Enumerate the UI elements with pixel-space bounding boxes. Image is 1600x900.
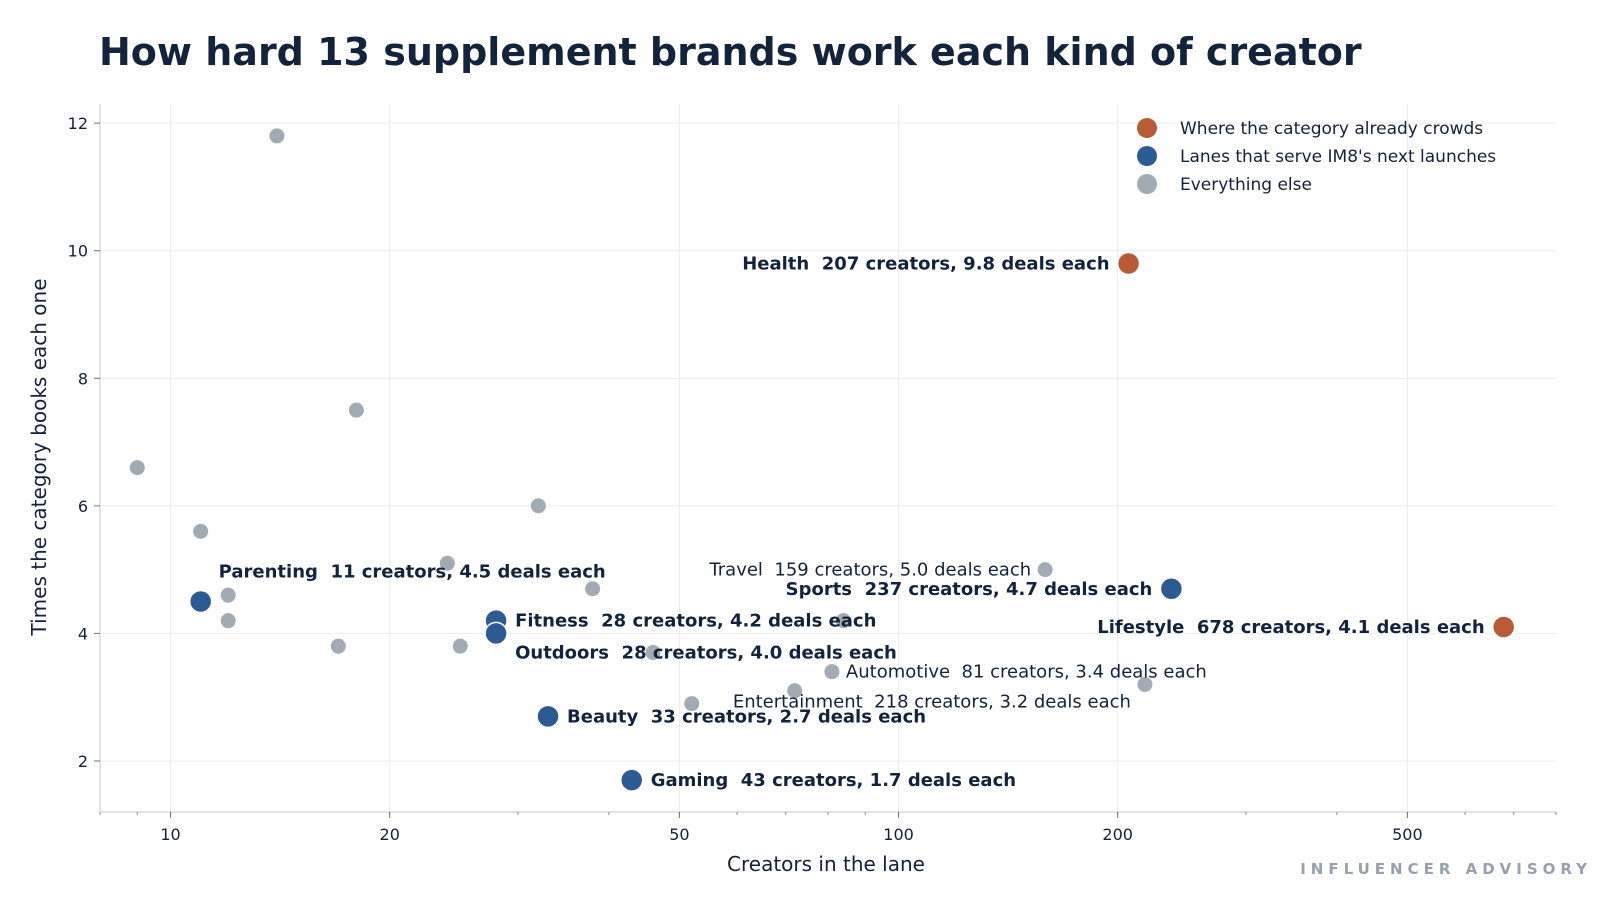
highlight-point — [188, 589, 213, 614]
point-label: Lifestyle 678 creators, 4.1 deals each — [1097, 617, 1484, 638]
y-tick-label: 12 — [68, 114, 88, 133]
point-label-category: Fitness — [515, 611, 589, 632]
legend-entry: Where the category already crowds — [1180, 119, 1483, 139]
background-point — [329, 637, 347, 655]
background-point — [219, 586, 237, 604]
point-label-category: Automotive — [846, 662, 950, 683]
background-point — [529, 497, 547, 515]
highlight-point — [1491, 615, 1516, 639]
y-tick-label: 2 — [78, 752, 88, 771]
background-point — [268, 127, 286, 145]
background-point — [834, 612, 852, 630]
x-axis-label: Creators in the lane — [727, 852, 925, 876]
point-label-detail: 33 creators, 2.7 deals each — [638, 706, 926, 727]
y-axis-ticks: 2 4 6 8 10 12 — [68, 114, 100, 771]
x-tick-label: 20 — [380, 825, 400, 844]
point-label-category: Outdoors — [515, 642, 609, 663]
y-tick-label: 8 — [78, 369, 88, 388]
background-point — [1036, 561, 1054, 579]
x-axis-ticks: 10 20 50 100 200 500 — [99, 812, 1557, 844]
highlight-point — [536, 704, 560, 729]
point-label: Outdoors 28 creators, 4.0 deals each — [515, 642, 897, 663]
background-point — [584, 580, 602, 598]
point-label-detail: 11 creators, 4.5 deals each — [318, 562, 606, 583]
x-tick-label: 200 — [1102, 825, 1133, 844]
point-label: Sports 237 creators, 4.7 deals each — [786, 579, 1153, 600]
highlight-point — [484, 621, 508, 646]
y-tick-label: 10 — [68, 242, 88, 261]
x-tick-label: 100 — [883, 825, 914, 844]
x-tick-label: 50 — [669, 825, 689, 844]
point-label-detail: 28 creators, 4.0 deals each — [609, 642, 897, 663]
grid-lines — [100, 104, 1556, 812]
legend-swatch — [1137, 146, 1157, 166]
point-label-category: Gaming — [651, 770, 729, 791]
point-label-category: Lifestyle — [1097, 617, 1184, 638]
y-tick-label: 6 — [78, 497, 88, 516]
point-label-detail: 218 creators, 3.2 deals each — [863, 691, 1131, 712]
background-point — [192, 522, 210, 540]
legend: Where the category already crowds Lanes t… — [1137, 118, 1496, 195]
point-label-detail: 678 creators, 4.1 deals each — [1184, 617, 1484, 638]
point-label-detail: 237 creators, 4.7 deals each — [852, 579, 1152, 600]
y-axis-label: Times the category books each one — [27, 279, 51, 637]
highlight-point — [1116, 251, 1141, 276]
x-tick-label: 10 — [160, 825, 180, 844]
background-point — [219, 612, 237, 630]
point-label-category: Entertainment — [733, 691, 863, 712]
point-label-category: Travel — [708, 560, 763, 581]
y-tick-label: 4 — [78, 624, 88, 643]
point-label: Parenting 11 creators, 4.5 deals each — [219, 562, 606, 583]
legend-entry: Lanes that serve IM8's next launches — [1180, 147, 1496, 167]
point-label: Health 207 creators, 9.8 deals each — [742, 253, 1109, 274]
background-point — [128, 459, 146, 477]
point-label-category: Beauty — [567, 706, 638, 727]
background-point — [823, 663, 841, 681]
legend-entry: Everything else — [1180, 175, 1312, 195]
data-points — [128, 127, 1516, 792]
legend-swatch — [1137, 174, 1157, 194]
background-point — [786, 682, 804, 700]
background-point — [451, 637, 469, 655]
highlight-point — [619, 768, 644, 792]
chart-title: How hard 13 supplement brands work each … — [99, 30, 1362, 74]
point-labels: Health 207 creators, 9.8 deals each Lifes… — [219, 253, 1485, 791]
point-label: Beauty 33 creators, 2.7 deals each — [567, 706, 926, 727]
point-label-detail: 43 creators, 1.7 deals each — [728, 770, 1016, 791]
point-label: Travel 159 creators, 5.0 deals each — [708, 560, 1031, 581]
point-label: Automotive 81 creators, 3.4 deals each — [846, 662, 1207, 683]
point-label-detail: 28 creators, 4.2 deals each — [589, 611, 877, 632]
point-label-detail: 159 creators, 5.0 deals each — [763, 560, 1031, 581]
point-label: Fitness 28 creators, 4.2 deals each — [515, 611, 876, 632]
brand-wordmark: INFLUENCER ADVISORY — [1300, 860, 1592, 878]
background-point — [1136, 675, 1154, 693]
point-label: Gaming 43 creators, 1.7 deals each — [651, 770, 1016, 791]
point-label-detail: 207 creators, 9.8 deals each — [809, 253, 1109, 274]
point-label: Entertainment 218 creators, 3.2 deals ea… — [733, 691, 1131, 712]
point-label-category: Sports — [786, 579, 852, 600]
background-point — [644, 644, 662, 662]
background-point — [438, 554, 456, 572]
x-tick-label: 500 — [1392, 825, 1423, 844]
legend-swatch — [1137, 118, 1157, 138]
background-point — [683, 695, 701, 713]
highlight-point — [1159, 577, 1184, 601]
point-label-category: Health — [742, 253, 809, 274]
point-label-detail: 81 creators, 3.4 deals each — [950, 662, 1207, 683]
point-label-category: Parenting — [219, 562, 318, 583]
background-point — [347, 401, 365, 419]
